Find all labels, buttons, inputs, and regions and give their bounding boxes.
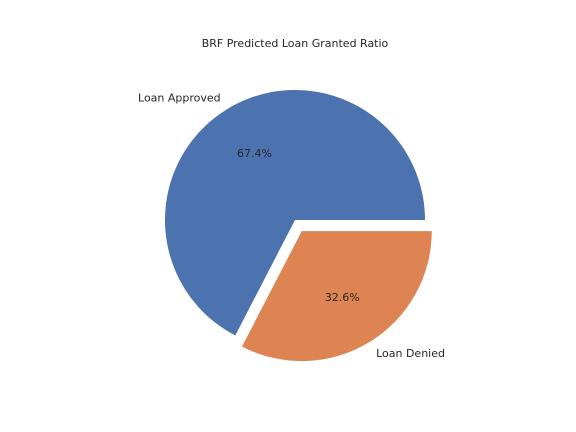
- slices-layer: [165, 90, 432, 362]
- slice-label-loan-denied: Loan Denied: [376, 347, 445, 360]
- pie-slice-loan-denied: [242, 231, 432, 362]
- slice-label-loan-approved: Loan Approved: [138, 91, 221, 104]
- pie-slice-loan-approved: [165, 90, 425, 336]
- pct-label-loan-approved: 67.4%: [237, 147, 272, 160]
- pct-label-loan-denied: 32.6%: [325, 291, 360, 304]
- labels-layer: 67.4% Loan Approved 32.6% Loan Denied: [138, 91, 445, 359]
- chart-title: BRF Predicted Loan Granted Ratio: [202, 37, 389, 50]
